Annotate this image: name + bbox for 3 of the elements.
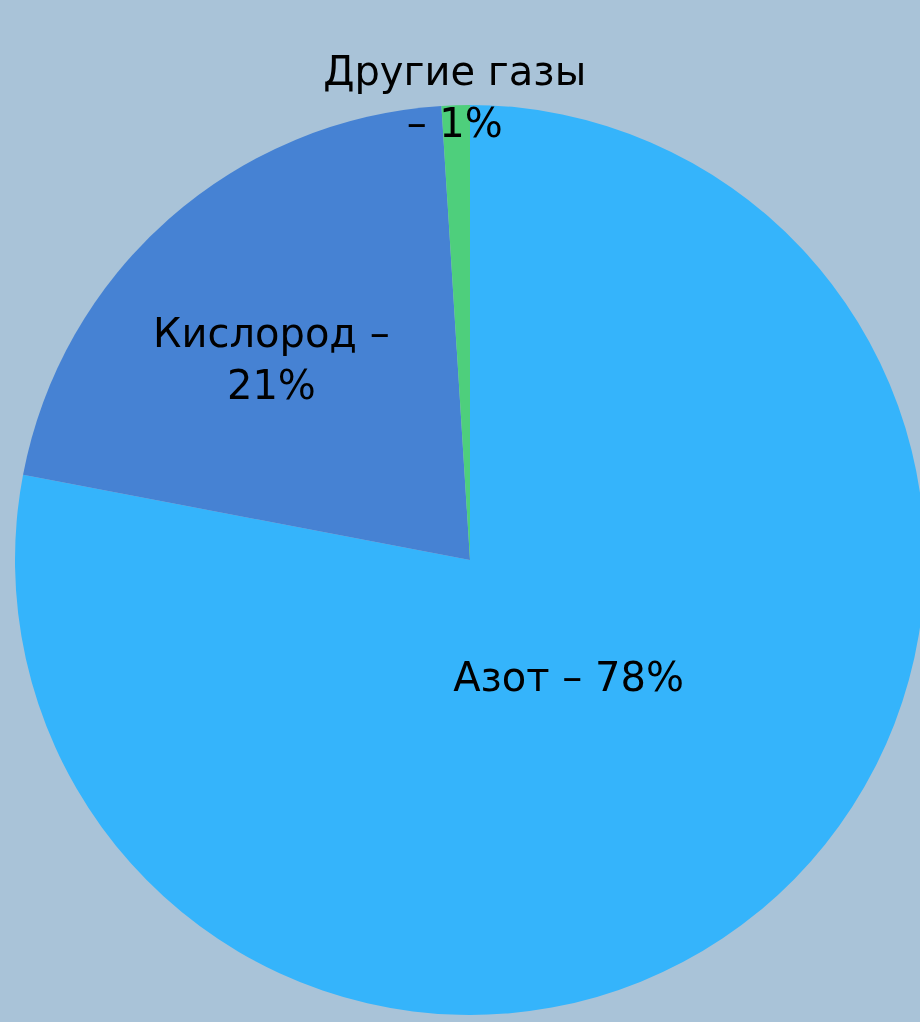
slice-label: Азот – 78% xyxy=(453,654,684,701)
slice-label: Другие газы – 1% xyxy=(323,48,587,147)
slice-label: Кислород – 21% xyxy=(153,309,390,408)
